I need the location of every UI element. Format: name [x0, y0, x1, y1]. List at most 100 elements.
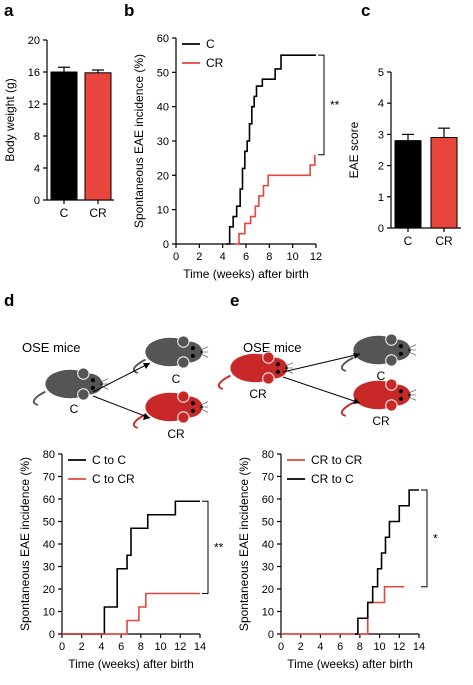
chart-c-eae-score: 0 1 2 3 4 5 EAE score C CR — [347, 67, 461, 248]
y-tick-label: 20 — [262, 584, 274, 596]
y-tick-label: 10 — [43, 607, 55, 619]
mouse-ear — [177, 390, 190, 403]
mouse-whisker — [285, 369, 294, 374]
diagram-d-label: OSE mice — [22, 340, 81, 355]
diagram-e: OSE mice CR C CR — [217, 333, 417, 428]
mouse-whisker — [408, 396, 417, 401]
x-tick-label: 12 — [174, 641, 186, 653]
y-tick-label: 3 — [378, 129, 384, 141]
x-tick-label: 4 — [317, 641, 323, 653]
diagram-d-target-label-1: C — [172, 372, 181, 386]
series-line — [62, 500, 200, 635]
y-tick-label: 0 — [163, 239, 169, 251]
x-tick-label: 2 — [298, 641, 304, 653]
mouse-eye — [398, 351, 403, 356]
significance-bracket — [318, 54, 325, 156]
mouse-tail — [32, 390, 46, 406]
x-tick-label: 10 — [373, 641, 385, 653]
mouse-whisker — [408, 344, 417, 349]
y-tick-label: 20 — [157, 170, 169, 182]
diagram-e-target-label-2: CR — [372, 414, 390, 428]
chart-a-body-weight: 0 4 8 12 16 20 Body weight (g) C CR — [3, 35, 114, 220]
y-tick-label: 80 — [43, 449, 55, 461]
x-axis-label: Time (weeks) after birth — [68, 657, 194, 671]
mouse-whisker — [200, 408, 209, 413]
x-tick-label: 0 — [173, 251, 179, 263]
mouse-ear — [77, 388, 90, 401]
series-line — [62, 592, 200, 635]
x-tick-label: CR — [89, 206, 107, 220]
mouse-icon — [32, 367, 109, 406]
bar — [430, 137, 458, 229]
panel-label-d: d — [4, 291, 14, 310]
mouse-eye — [398, 396, 403, 401]
arrow — [282, 376, 361, 404]
panel-label-c: c — [361, 1, 370, 20]
diagram-e-label: OSE mice — [243, 340, 302, 355]
significance-label: * — [433, 531, 438, 545]
diagram-d-source-label: C — [70, 402, 79, 416]
mouse-icon — [132, 390, 209, 429]
mouse-eye — [190, 408, 195, 413]
y-tick-label: 4 — [378, 98, 384, 110]
mouse-whisker — [100, 378, 109, 383]
x-tick-label: 10 — [287, 251, 299, 263]
mouse-icon — [340, 333, 417, 372]
arrow — [92, 362, 151, 393]
y-tick-label: 30 — [262, 562, 274, 574]
mouse-whisker — [408, 351, 417, 356]
x-tick-label: 2 — [196, 251, 202, 263]
arrowhead-icon — [143, 413, 150, 420]
y-tick-label: 5 — [378, 67, 384, 79]
mouse-eye — [90, 378, 95, 383]
mouse-tail — [340, 401, 354, 417]
panel-label-a: a — [4, 1, 14, 20]
legend-label: CR to C — [311, 472, 354, 486]
y-tick-label: 50 — [43, 517, 55, 529]
x-tick-label: 14 — [413, 641, 425, 653]
arrowhead-icon — [143, 363, 150, 369]
mouse-eye — [275, 362, 280, 367]
y-axis-label: Spontaneous EAE incidence (%) — [132, 54, 146, 228]
mouse-ear — [177, 335, 190, 348]
mouse-ear — [177, 356, 190, 369]
y-tick-label: 2 — [378, 161, 384, 173]
y-tick-label: 80 — [262, 449, 274, 461]
mouse-ear — [262, 372, 275, 385]
x-tick-label: CR — [435, 234, 453, 248]
bar — [50, 71, 78, 201]
mouse-eye — [398, 389, 403, 394]
diagram-d-target-label-2: CR — [167, 427, 185, 441]
mouse-ear — [385, 378, 398, 391]
y-tick-label: 50 — [157, 67, 169, 79]
legend-label: CR to CR — [311, 453, 363, 467]
mouse-eye — [190, 401, 195, 406]
x-tick-label: 8 — [266, 251, 272, 263]
y-tick-label: 70 — [43, 472, 55, 484]
mouse-icon — [340, 378, 417, 417]
x-tick-label: C — [404, 234, 413, 248]
series-line — [234, 154, 316, 245]
mouse-ear — [177, 411, 190, 424]
x-tick-label: C — [60, 206, 69, 220]
x-tick-label: 12 — [310, 251, 322, 263]
series-line — [226, 54, 316, 245]
legend-label: C to C — [92, 453, 126, 467]
y-tick-label: 50 — [262, 517, 274, 529]
x-tick-label: 6 — [243, 251, 249, 263]
significance-bracket — [421, 489, 428, 588]
panel-label-b: b — [124, 1, 134, 20]
y-tick-label: 30 — [43, 562, 55, 574]
y-tick-label: 60 — [262, 494, 274, 506]
mouse-icon — [217, 351, 294, 390]
x-axis-label: Time (weeks) after birth — [183, 267, 309, 281]
y-axis-label: Spontaneous EAE incidence (%) — [18, 457, 32, 631]
mouse-tail — [217, 374, 231, 390]
y-tick-label: 16 — [28, 67, 40, 79]
mouse-eye — [398, 344, 403, 349]
x-tick-label: 0 — [59, 641, 65, 653]
mouse-tail — [132, 413, 146, 429]
